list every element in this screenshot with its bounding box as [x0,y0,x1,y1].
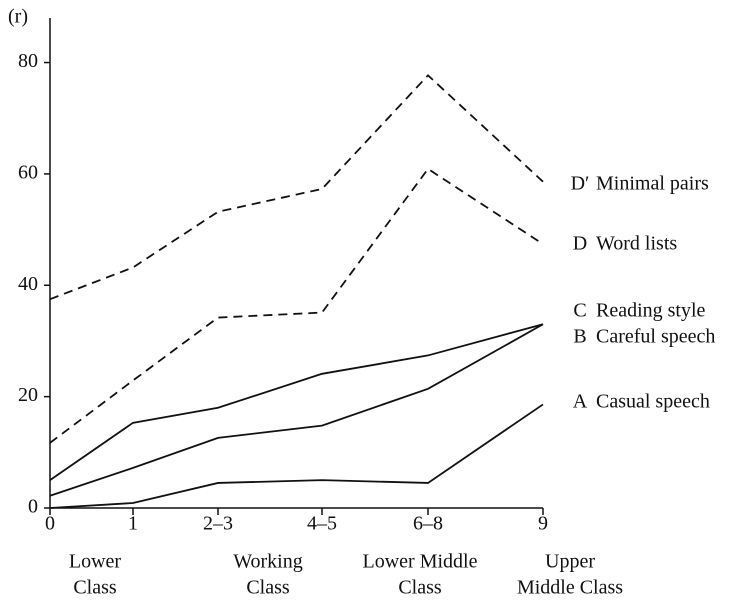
class-label: Middle Class [517,577,623,599]
x-tick-label: 2–3 [203,513,233,535]
series-line [49,167,544,444]
x-tick-label: 1 [128,513,138,535]
y-tick-label: 60 [18,162,38,184]
x-tick-label: 9 [538,513,548,535]
x-tick-label: 0 [45,513,55,535]
series-line [49,403,544,509]
y-tick-label: 20 [18,384,38,406]
x-tick-label: 6–8 [413,513,443,535]
series-line [49,323,544,497]
class-label: Upper [545,551,595,573]
class-label: Working [233,551,303,573]
series-line [49,323,544,481]
series-name: Careful speech [596,326,715,348]
series-letter: D′ [571,173,590,195]
series-letter: B [573,326,586,348]
class-label: Lower [69,551,122,573]
series-name: Word lists [596,233,677,255]
series-name: Minimal pairs [596,173,709,195]
y-tick-label: 0 [28,496,38,518]
class-label: Class [398,577,442,599]
y-axis-label: (r) [8,6,28,28]
series-line [49,74,544,301]
series-name: Casual speech [596,391,710,413]
series-letter: D [573,233,587,255]
class-label: Lower Middle [363,551,478,573]
x-tick-label: 4–5 [307,513,337,535]
y-tick-label: 40 [18,273,38,295]
class-label: Class [246,577,290,599]
series-name: Reading style [596,300,706,322]
class-label: Class [73,577,117,599]
series-letter: A [573,391,588,413]
y-tick-label: 80 [18,50,38,72]
series-letter: C [573,300,586,322]
